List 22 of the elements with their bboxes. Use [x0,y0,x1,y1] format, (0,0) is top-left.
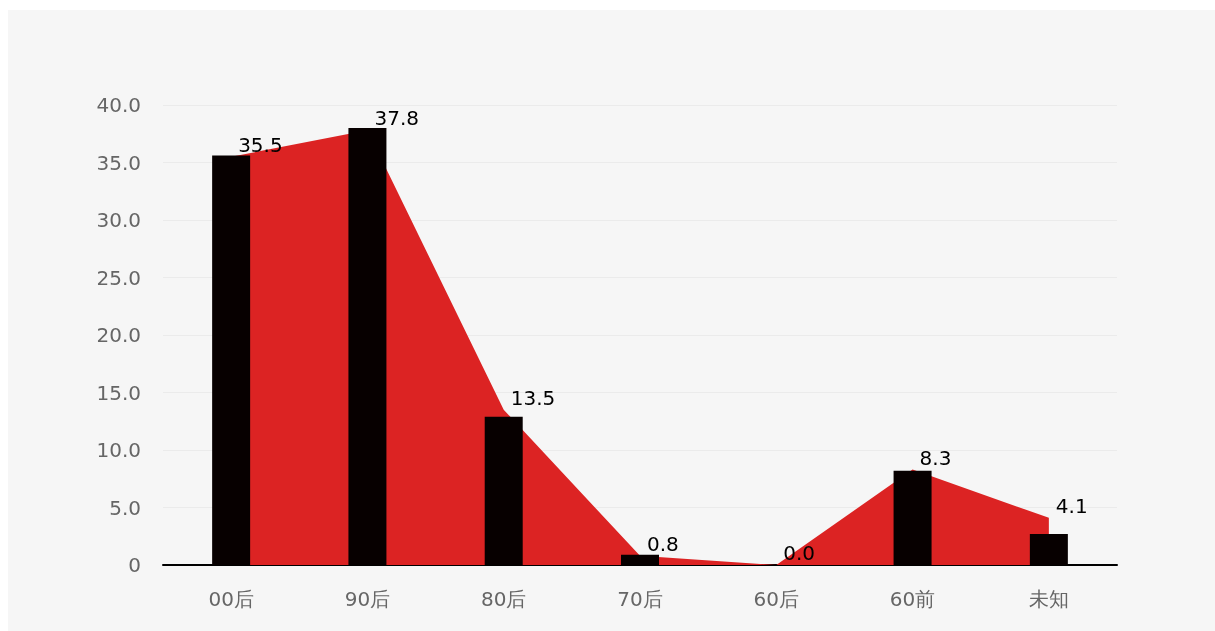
x-tick-label: 60后 [753,587,800,611]
y-tick-label: 15.0 [96,380,141,405]
data-label: 0.8 [647,531,679,556]
x-tick-label: 70后 [617,587,663,611]
data-label: 35.5 [238,132,283,157]
data-label: 37.8 [374,106,419,131]
x-tick-label: 90后 [344,587,391,611]
y-tick-label: 0 [128,553,141,577]
y-tick-label: 35.0 [96,150,141,175]
y-tick-label: 30.0 [96,208,141,232]
data-label: 13.5 [510,385,556,410]
data-label: 4.1 [1055,493,1088,518]
data-label: 8.3 [919,445,952,470]
x-tick-label: 未知 [1028,587,1069,611]
x-tick-label: 60前 [889,587,936,611]
x-tick-label: 00后 [208,587,254,611]
y-tick-label: 25.0 [96,265,141,290]
x-tick-label: 80后 [480,587,527,611]
y-tick-label: 40.0 [96,93,141,117]
y-tick-label: 20.0 [96,323,141,347]
y-tick-label: 5.0 [109,495,141,520]
y-tick-label: 10.0 [96,438,141,462]
